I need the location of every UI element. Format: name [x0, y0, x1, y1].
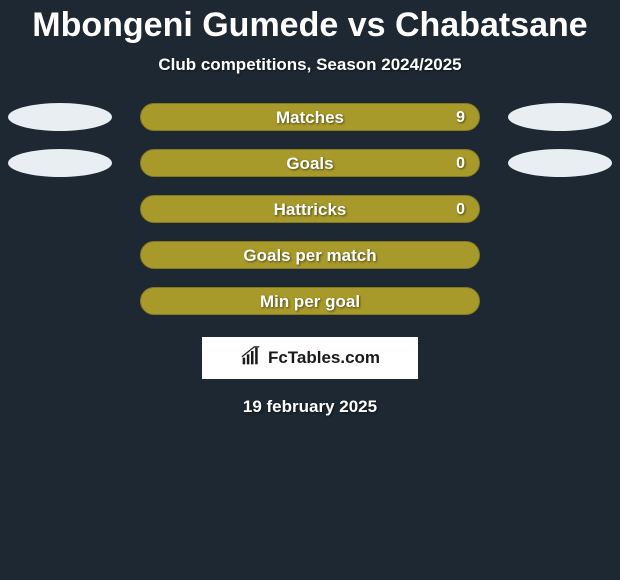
stat-label: Hattricks [141, 196, 479, 223]
right-ellipse [508, 149, 612, 177]
stat-label: Goals [141, 150, 479, 177]
stat-row: Min per goal [0, 287, 620, 315]
stat-bar: Matches 9 [140, 103, 480, 131]
stat-row: Hattricks 0 [0, 195, 620, 223]
branding-box: FcTables.com [202, 337, 418, 379]
page-title: Mbongeni Gumede vs Chabatsane [0, 6, 620, 45]
stat-value: 0 [456, 196, 465, 223]
stat-bar: Min per goal [140, 287, 480, 315]
comparison-infographic: Mbongeni Gumede vs Chabatsane Club compe… [0, 6, 620, 417]
stat-rows: Matches 9 Goals 0 Hattricks 0 Goals [0, 103, 620, 315]
stat-row: Goals 0 [0, 149, 620, 177]
stat-row: Matches 9 [0, 103, 620, 131]
stat-row: Goals per match [0, 241, 620, 269]
stat-label: Matches [141, 104, 479, 131]
date-text: 19 february 2025 [0, 397, 620, 417]
left-ellipse [8, 149, 112, 177]
left-ellipse [8, 103, 112, 131]
branding-text: FcTables.com [268, 348, 380, 368]
stat-label: Goals per match [141, 242, 479, 269]
right-ellipse [508, 103, 612, 131]
stat-value: 0 [456, 150, 465, 177]
stat-label: Min per goal [141, 288, 479, 315]
stat-bar: Goals per match [140, 241, 480, 269]
stat-bar: Goals 0 [140, 149, 480, 177]
stat-bar: Hattricks 0 [140, 195, 480, 223]
stat-value: 9 [456, 104, 465, 131]
subtitle: Club competitions, Season 2024/2025 [0, 55, 620, 75]
branding-chart-icon [240, 346, 262, 371]
